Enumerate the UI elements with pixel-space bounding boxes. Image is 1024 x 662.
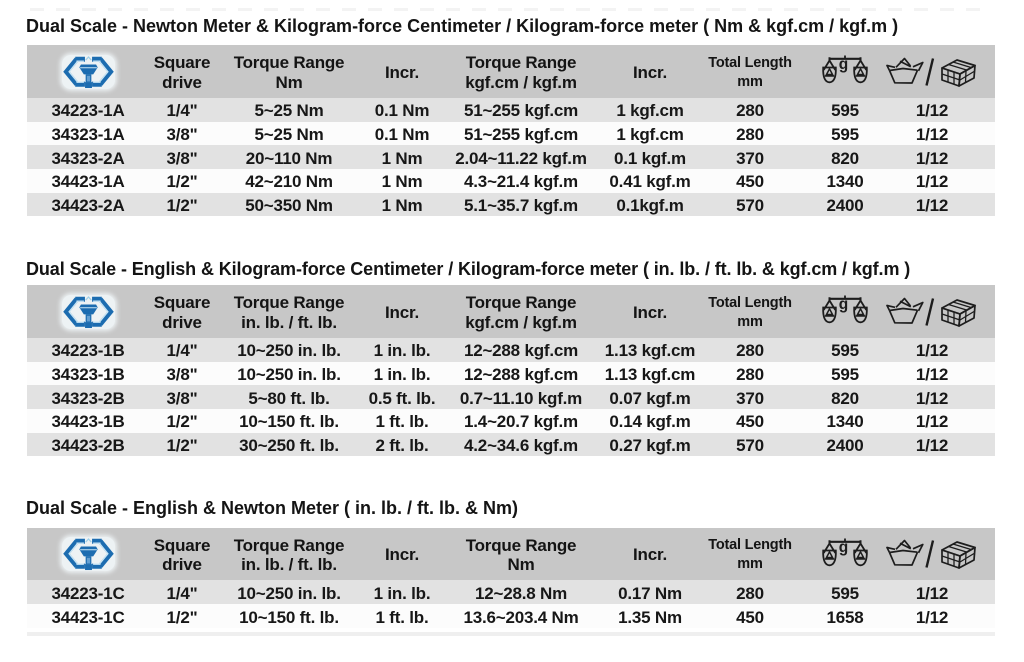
svg-text:g: g	[839, 296, 848, 313]
svg-text:g: g	[839, 539, 848, 556]
svg-text:g: g	[839, 56, 848, 73]
